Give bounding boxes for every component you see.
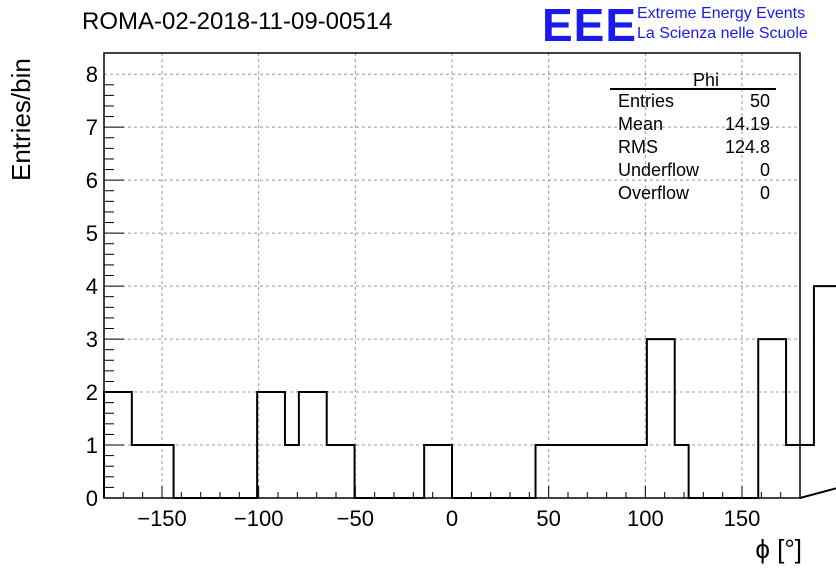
x-tick-label: −50 [337, 506, 374, 531]
histogram-bin [536, 445, 550, 498]
stats-label: Mean [618, 114, 664, 134]
y-tick-label: 8 [86, 62, 98, 87]
histogram-bin [591, 445, 605, 498]
histogram-bin [257, 392, 271, 498]
histogram-bin [285, 445, 299, 498]
y-tick-label: 3 [86, 327, 98, 352]
histogram-bin [327, 445, 341, 498]
histogram-bin [828, 286, 836, 498]
y-tick-label: 4 [86, 274, 98, 299]
stats-label: Entries [618, 91, 675, 111]
stats-label: Overflow [618, 183, 690, 203]
stats-value: 14.19 [724, 114, 770, 134]
histogram-bin [605, 445, 619, 498]
x-tick-label: −100 [234, 506, 284, 531]
logo-line-1: Extreme Energy Events [637, 5, 806, 22]
logo-line-2: La Scienza nelle Scuole [637, 25, 808, 42]
histogram-bin [675, 445, 689, 498]
stats-row: Underflow 0 [610, 159, 776, 182]
stats-value: 0 [759, 183, 770, 203]
histogram-bin [549, 445, 563, 498]
y-tick-label: 0 [86, 486, 98, 511]
histogram-bin [619, 445, 633, 498]
y-tick-label: 6 [86, 168, 98, 193]
x-tick-label: 0 [446, 506, 458, 531]
histogram-outline [103, 285, 836, 499]
x-tick-label: −150 [137, 506, 187, 531]
x-tick-label: 50 [536, 506, 560, 531]
histogram-bin [577, 445, 591, 498]
y-axis-ticks: 0 1 2 3 4 5 6 7 8 [86, 62, 124, 511]
histogram-bin [647, 339, 661, 498]
histogram-bin [661, 339, 675, 498]
y-axis-label: Entries/bin [6, 58, 36, 181]
x-axis-label: ϕ [°] [755, 534, 802, 564]
stats-row: RMS 124.8 [610, 136, 776, 159]
x-tick-label: 100 [627, 506, 664, 531]
histogram-bin [271, 392, 285, 498]
histogram-bars [103, 285, 836, 499]
histogram-bin [313, 392, 327, 498]
histogram-bin [438, 445, 452, 498]
stats-value: 50 [749, 91, 770, 111]
stats-row: Overflow 0 [610, 182, 776, 205]
histogram-bin [424, 445, 438, 498]
eee-logo: EEE [542, 0, 638, 51]
histogram-bin [758, 339, 772, 498]
y-tick-label: 5 [86, 221, 98, 246]
histogram-bin [786, 445, 800, 498]
histogram-bin [633, 445, 647, 498]
logo-text: Extreme Energy Events La Scienza nelle S… [637, 4, 808, 44]
stats-label: RMS [618, 137, 658, 157]
histogram-bin [132, 445, 146, 498]
stats-value: 124.8 [724, 137, 770, 157]
histogram-bin [341, 445, 355, 498]
stats-box: Phi Entries 50 Mean 14.19 RMS 124.8 Unde… [610, 70, 776, 205]
plot-title: ROMA-02-2018-11-09-00514 [82, 8, 393, 35]
histogram-bin [800, 445, 814, 498]
x-axis-ticks: −150 −100 −50 0 50 100 150 [122, 486, 782, 531]
histogram-bin [563, 445, 577, 498]
x-tick-label: 150 [724, 506, 761, 531]
y-tick-label: 1 [86, 433, 98, 458]
histogram-bin [772, 339, 786, 498]
y-tick-label: 2 [86, 380, 98, 405]
stats-row: Mean 14.19 [610, 113, 776, 136]
histogram-bin [814, 286, 828, 498]
histogram-bin [146, 445, 160, 498]
stats-label: Underflow [618, 160, 700, 180]
stats-row: Entries 50 [610, 90, 776, 113]
histogram-bin [299, 392, 313, 498]
stats-value: 0 [759, 160, 770, 180]
y-tick-label: 7 [86, 115, 98, 140]
stats-title: Phi [610, 70, 776, 90]
